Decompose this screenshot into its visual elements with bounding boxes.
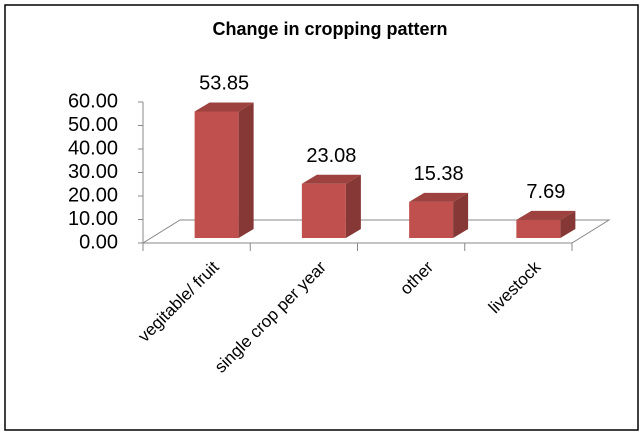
y-tick-label: 0.00 [79, 231, 118, 253]
y-tick-label: 30.00 [68, 161, 118, 183]
y-tick-label: 40.00 [68, 137, 118, 159]
bar-top [516, 210, 576, 220]
bar-top [409, 192, 469, 202]
bar-front [301, 183, 346, 238]
bar [301, 174, 361, 238]
value-label: 53.85 [199, 73, 249, 95]
bar-top [194, 102, 254, 112]
y-tick-label: 50.00 [68, 114, 118, 136]
chart-title: Change in cropping pattern [212, 19, 447, 39]
value-label: 7.69 [526, 181, 565, 203]
bar-side [453, 192, 469, 238]
y-tick-label: 60.00 [68, 90, 118, 112]
bar-front [516, 219, 561, 238]
y-tick-label: 10.00 [68, 208, 118, 230]
bar [516, 210, 576, 238]
bar-side [238, 102, 254, 238]
y-tick-label: 20.00 [68, 184, 118, 206]
bar [194, 102, 254, 238]
bar-front [194, 111, 239, 238]
value-label: 15.38 [414, 163, 464, 185]
bar-front [409, 201, 454, 238]
bar [409, 192, 469, 238]
bar-side [345, 174, 361, 238]
bar-top [301, 174, 361, 184]
bar-side [560, 210, 576, 238]
value-label: 23.08 [306, 145, 356, 167]
floor [141, 219, 611, 244]
